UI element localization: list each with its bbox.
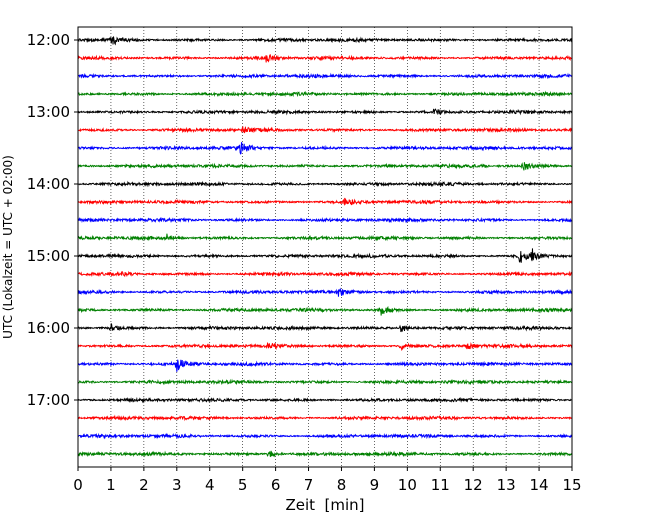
x-tick-label: 14: [530, 476, 549, 494]
y-axis-label: UTC (Lokalzeit = UTC + 02:00): [1, 155, 15, 339]
x-tick-label: 10: [398, 476, 417, 494]
trace-line: [77, 108, 573, 116]
trace-line: [77, 450, 573, 458]
x-tick-label: 2: [139, 476, 149, 494]
y-tick-label: 13:00: [27, 103, 70, 121]
trace-line: [77, 378, 573, 386]
trace-line: [77, 125, 573, 134]
trace-line: [77, 216, 573, 224]
x-tick-label: 7: [304, 476, 314, 494]
trace-line: [77, 54, 573, 63]
x-tick-label: 0: [73, 476, 83, 494]
trace-line: [77, 162, 573, 171]
grid-lines: [110, 27, 540, 467]
x-tick-label: 1: [106, 476, 116, 494]
seismic-traces: [77, 36, 573, 458]
trace-line: [77, 359, 573, 372]
trace-line: [77, 180, 573, 188]
trace-line: [77, 141, 573, 155]
trace-line: [77, 36, 573, 46]
trace-line: [77, 323, 573, 333]
x-tick-label: 9: [370, 476, 380, 494]
x-axis: 0 1 2 3 4 5 6 7 8 9 10 11 12 13 14 15: [73, 467, 582, 494]
x-tick-label: 6: [271, 476, 281, 494]
trace-line: [77, 414, 573, 422]
trace-line: [77, 432, 573, 440]
x-tick-label: 11: [431, 476, 450, 494]
trace-line: [77, 270, 573, 278]
y-tick-label: 14:00: [27, 175, 70, 193]
trace-line: [77, 305, 573, 316]
trace-line: [77, 396, 573, 404]
y-axis: 12:00 13:00 14:00 15:00 16:00 17:00: [27, 31, 78, 409]
trace-line: [77, 341, 573, 351]
trace-line: [77, 197, 573, 206]
trace-line: [77, 248, 573, 263]
trace-line: [77, 90, 573, 98]
trace-line: [77, 233, 573, 242]
trace-line: [77, 72, 573, 80]
y-tick-label: 12:00: [27, 31, 70, 49]
y-tick-label: 17:00: [27, 391, 70, 409]
x-tick-label: 13: [497, 476, 516, 494]
plot-frame: [77, 26, 573, 468]
x-tick-label: 3: [172, 476, 182, 494]
x-tick-label: 8: [337, 476, 347, 494]
y-tick-label: 15:00: [27, 247, 70, 265]
x-tick-label: 4: [205, 476, 215, 494]
y-tick-label: 16:00: [27, 319, 70, 337]
x-tick-label: 12: [464, 476, 483, 494]
trace-line: [77, 287, 573, 297]
x-tick-label: 15: [562, 476, 581, 494]
x-axis-label: Zeit [min]: [285, 496, 364, 514]
x-tick-label: 5: [238, 476, 248, 494]
